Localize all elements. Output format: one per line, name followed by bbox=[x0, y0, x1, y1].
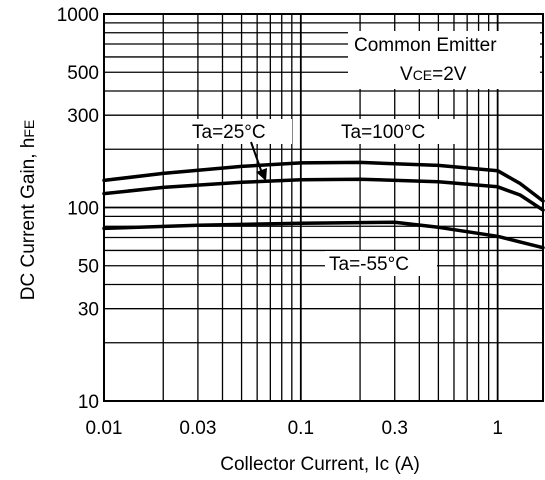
x-tick-label: 0.01 bbox=[86, 418, 123, 439]
plot-frame bbox=[103, 13, 544, 402]
y-axis-label-main: DC Current Gain, h bbox=[18, 138, 39, 301]
y-tick-label: 1000 bbox=[57, 5, 99, 26]
conditions-line-2: VCE=2V bbox=[400, 64, 467, 85]
label-bg-25c bbox=[188, 119, 292, 144]
x-axis-label: Collector Current, Ic (A) bbox=[220, 454, 420, 475]
y-tick-label: 100 bbox=[67, 199, 99, 220]
label-pointer-line bbox=[250, 141, 263, 174]
label-pointer-arrowhead bbox=[256, 168, 267, 181]
y-tick-label: 30 bbox=[78, 300, 99, 321]
label-bg-100c bbox=[336, 119, 456, 144]
y-tick-label: 500 bbox=[67, 63, 99, 84]
y-axis-label-sub: FE bbox=[21, 120, 37, 138]
series-line-0 bbox=[102, 160, 545, 203]
vce-symbol: V bbox=[400, 64, 413, 85]
label-bg-minus55c bbox=[325, 251, 437, 276]
conditions-background bbox=[348, 31, 540, 89]
y-tick-label: 300 bbox=[67, 106, 99, 127]
vce-value: =2V bbox=[432, 64, 467, 85]
y-tick-label: 50 bbox=[78, 257, 99, 278]
x-tick-label: 0.03 bbox=[179, 418, 216, 439]
y-tick-label: 10 bbox=[78, 392, 99, 413]
series-line-1 bbox=[102, 177, 545, 212]
vce-subscript: CE bbox=[413, 67, 432, 83]
conditions-line-1: Common Emitter bbox=[354, 35, 497, 56]
series-label-100c: Ta=100°C bbox=[341, 122, 425, 143]
series-label-minus55c: Ta=-55°C bbox=[329, 254, 409, 275]
x-tick-label: 0.3 bbox=[382, 418, 408, 439]
y-axis-label: DC Current Gain, hFE bbox=[18, 120, 39, 301]
series-label-25c: Ta=25°C bbox=[192, 122, 266, 143]
series-line-2 bbox=[102, 220, 545, 250]
x-tick-label: 1 bbox=[492, 418, 503, 439]
tick-labels: 0.01 0.03 0.1 0.3 1 10 30 50 100 300 500 1000 bbox=[57, 5, 503, 439]
x-tick-label: 0.1 bbox=[288, 418, 314, 439]
series-curves bbox=[102, 160, 545, 250]
